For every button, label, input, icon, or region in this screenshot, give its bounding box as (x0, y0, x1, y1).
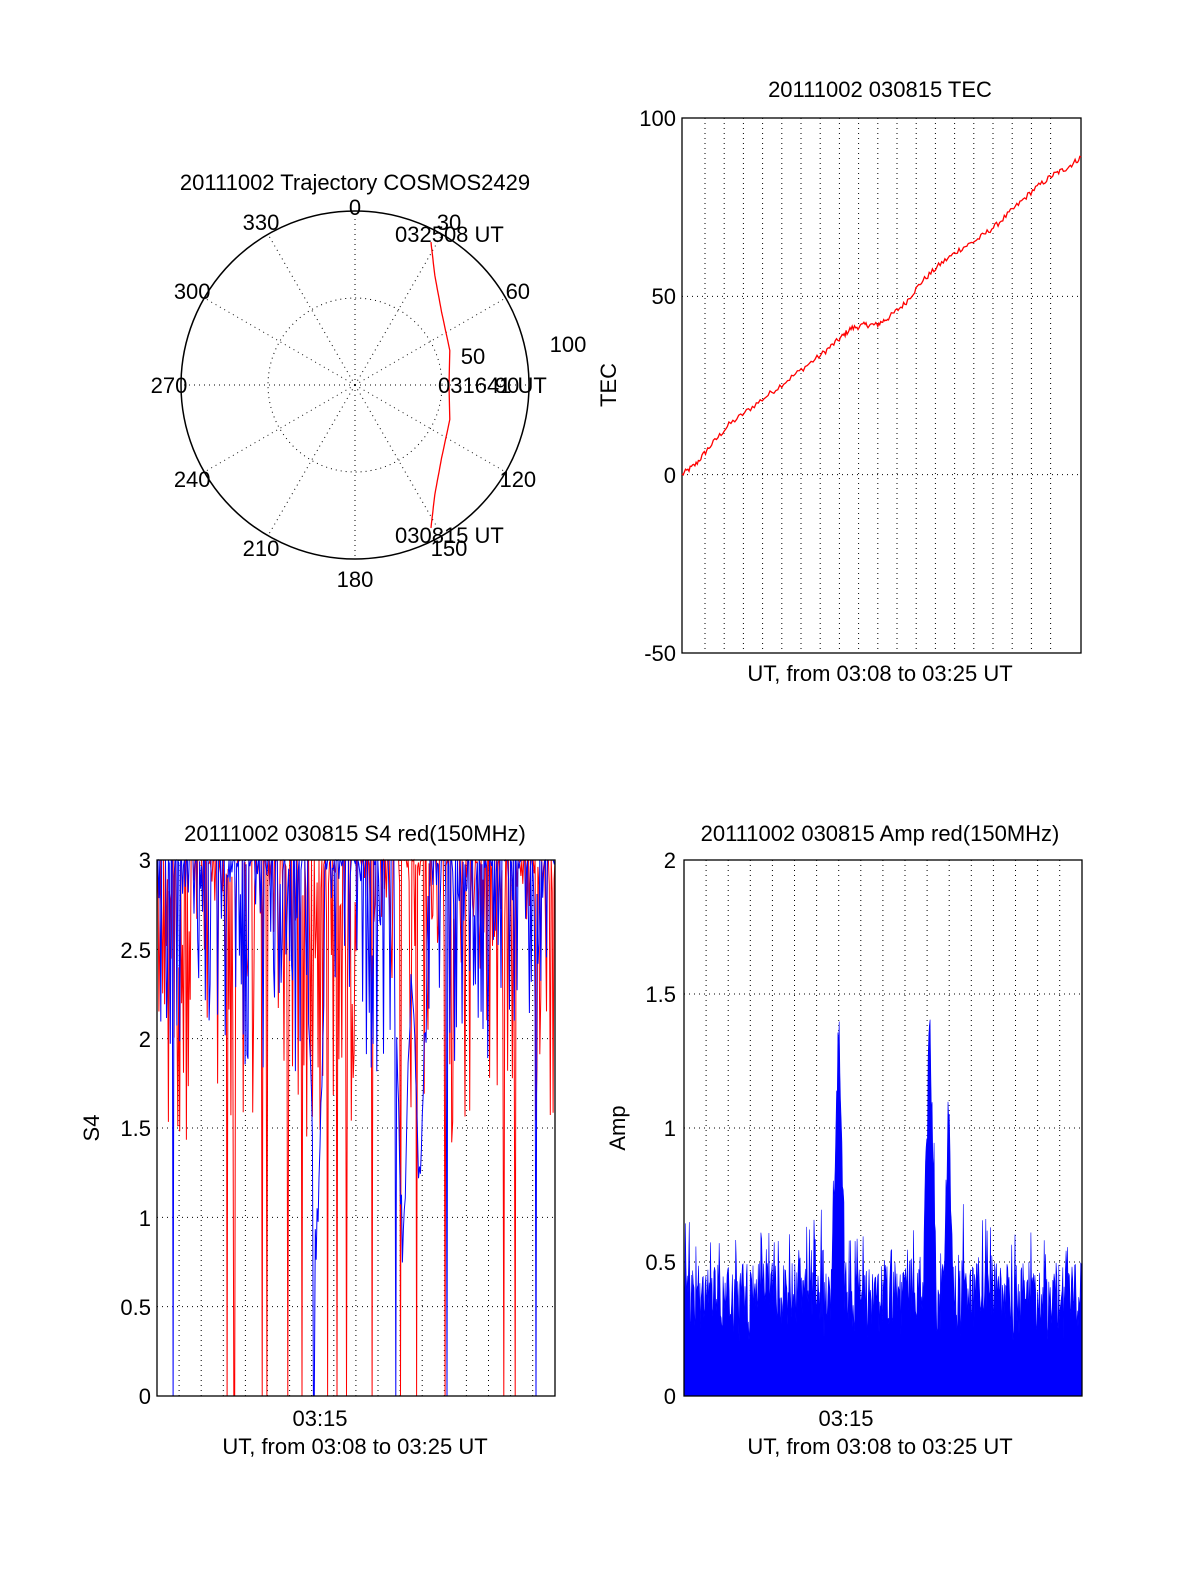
tec-title: 20111002 030815 TEC (768, 77, 992, 102)
tec-series-line (681, 155, 1082, 477)
polar-angle-label-300: 300 (174, 279, 211, 304)
amp-series-area (683, 1019, 1083, 1397)
s4-xtick-0315: 03:15 (292, 1406, 347, 1431)
trajectory-start-label: 030815 UT (395, 523, 504, 548)
amp-title: 20111002 030815 Amp red(150MHz) (701, 821, 1060, 846)
s4-ytick-1.5: 1.5 (120, 1116, 151, 1141)
polar-angle-label-210: 210 (243, 536, 280, 561)
s4-ytick-3: 3 (139, 848, 151, 873)
amp-ytick-1: 1 (664, 1116, 676, 1141)
s4-ytick-2.5: 2.5 (120, 938, 151, 963)
amp-xlabel: UT, from 03:08 to 03:25 UT (747, 1434, 1012, 1459)
tec-frame (681, 117, 1082, 654)
amp-ylabel: Amp (605, 1105, 630, 1150)
polar-spoke-30 (354, 234, 443, 386)
polar-angle-labels: 0 30 60 90 120 150 180 210 240 270 300 330 (151, 195, 537, 592)
tec-ytick-minus50: -50 (644, 641, 676, 666)
tec-panel: 20111002 030815 TEC 100 50 0 -50 TEC UT,… (596, 77, 1082, 686)
tec-ytick-50: 50 (652, 284, 676, 309)
polar-title: 20111002 Trajectory COSMOS2429 (180, 170, 530, 195)
tec-ytick-100: 100 (639, 106, 676, 131)
polar-radial-label-50: 50 (461, 344, 485, 369)
polar-spoke-330 (267, 234, 356, 386)
polar-angle-label-30: 30 (437, 210, 461, 235)
amp-ytick-1.5: 1.5 (645, 982, 676, 1007)
s4-ytick-0.5: 0.5 (120, 1295, 151, 1320)
s4-xlabel: UT, from 03:08 to 03:25 UT (222, 1434, 487, 1459)
s4-title: 20111002 030815 S4 red(150MHz) (184, 821, 526, 846)
amp-ytick-0: 0 (664, 1384, 676, 1409)
polar-angle-label-120: 120 (499, 467, 536, 492)
polar-spoke-300 (204, 297, 356, 386)
polar-spoke-150 (354, 384, 443, 536)
amp-panel: 20111002 030815 Amp red(150MHz) 2 1.5 1 … (605, 821, 1083, 1459)
amp-ytick-2: 2 (664, 848, 676, 873)
polar-angle-label-330: 330 (243, 210, 280, 235)
s4-ytick-2: 2 (139, 1027, 151, 1052)
amp-xtick-0315: 03:15 (818, 1406, 873, 1431)
s4-ytick-0: 0 (139, 1384, 151, 1409)
polar-angle-label-150: 150 (431, 536, 468, 561)
polar-spoke-120 (354, 384, 506, 473)
polar-angle-label-60: 60 (506, 279, 530, 304)
polar-angle-label-90: 90 (495, 373, 519, 398)
trajectory-mid-label: 031641 UT (438, 373, 547, 398)
amp-ytick-0.5: 0.5 (645, 1250, 676, 1275)
tec-grid (682, 117, 1081, 653)
polar-radial-label-100: 100 (550, 332, 587, 357)
amp-frame (683, 859, 1083, 1397)
tec-xlabel: UT, from 03:08 to 03:25 UT (747, 661, 1012, 686)
trajectory-line (430, 242, 451, 528)
polar-angle-label-270: 270 (151, 373, 188, 398)
tec-ylabel: TEC (596, 363, 621, 407)
polar-angle-label-180: 180 (337, 567, 374, 592)
tec-ytick-0: 0 (664, 463, 676, 488)
polar-panel: 20111002 Trajectory COSMOS2429 0 30 60 90 12… (151, 170, 587, 592)
polar-outer-circle (180, 210, 530, 560)
polar-angle-label-0: 0 (349, 195, 361, 220)
s4-panel: 20111002 030815 S4 red(150MHz) 3 2.5 2 1… (79, 821, 556, 1459)
polar-inner-circle (267, 297, 443, 473)
s4-frame (156, 859, 556, 1397)
trajectory-end-label: 032508 UT (395, 222, 504, 247)
polar-spoke-60 (354, 297, 506, 386)
polar-grid (181, 211, 529, 559)
s4-ytick-1: 1 (139, 1206, 151, 1231)
polar-spoke-210 (267, 384, 356, 536)
polar-angle-label-240: 240 (174, 467, 211, 492)
s4-ylabel: S4 (79, 1115, 104, 1142)
polar-spoke-240 (204, 384, 356, 473)
